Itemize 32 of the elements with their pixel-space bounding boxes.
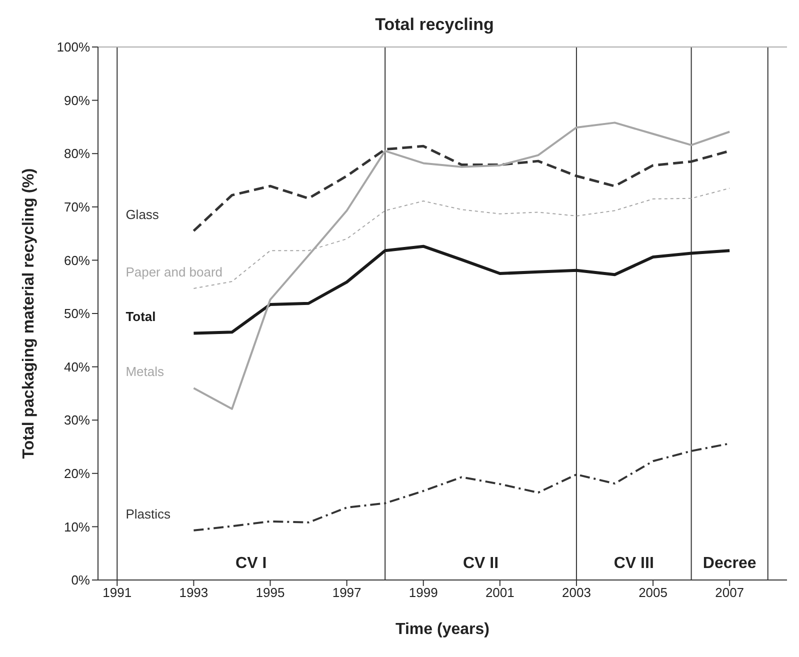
series-label: Paper and board [126, 264, 223, 280]
x-tick-label: 1999 [408, 585, 438, 600]
x-tick-label: 2007 [715, 585, 744, 600]
text: Glass [126, 206, 160, 222]
annotation: CV III [614, 555, 654, 572]
y-tick-label: 20% [64, 466, 90, 482]
x-tick-label: 2005 [638, 585, 668, 600]
y-tick-label: 30% [64, 412, 90, 428]
y-axis-title: Total packaging material recycling (%) [20, 168, 38, 459]
y-tick-label: 10% [64, 519, 90, 534]
y-tick-label: 60% [64, 252, 90, 268]
text: Total [126, 309, 156, 324]
text: Metals [126, 364, 164, 380]
y-tick-label: 0% [71, 572, 90, 588]
x-tick-label: 2003 [562, 585, 591, 600]
y-tick-label: 90% [64, 92, 90, 108]
annotation: CV I [236, 555, 267, 572]
annotation: CV II [462, 555, 499, 572]
x-tick-label: 1997 [332, 585, 362, 600]
y-tick-label: 80% [64, 146, 90, 162]
y-tick-label: 50% [64, 306, 90, 322]
series-label: Plastics [126, 506, 171, 522]
y-tick-label: 70% [64, 200, 90, 215]
x-tick-label: 1993 [179, 585, 208, 600]
annotation: Decree [702, 555, 756, 572]
x-tick-label: 1991 [102, 585, 132, 600]
y-tick-label: 40% [64, 359, 90, 374]
y-tick-label: 100% [56, 40, 90, 55]
x-axis-title: Time (years) [396, 621, 490, 638]
chart-title: Total recycling [375, 15, 494, 34]
x-tick-label: 1995 [256, 585, 285, 600]
x-tick-label: 2001 [485, 585, 514, 600]
